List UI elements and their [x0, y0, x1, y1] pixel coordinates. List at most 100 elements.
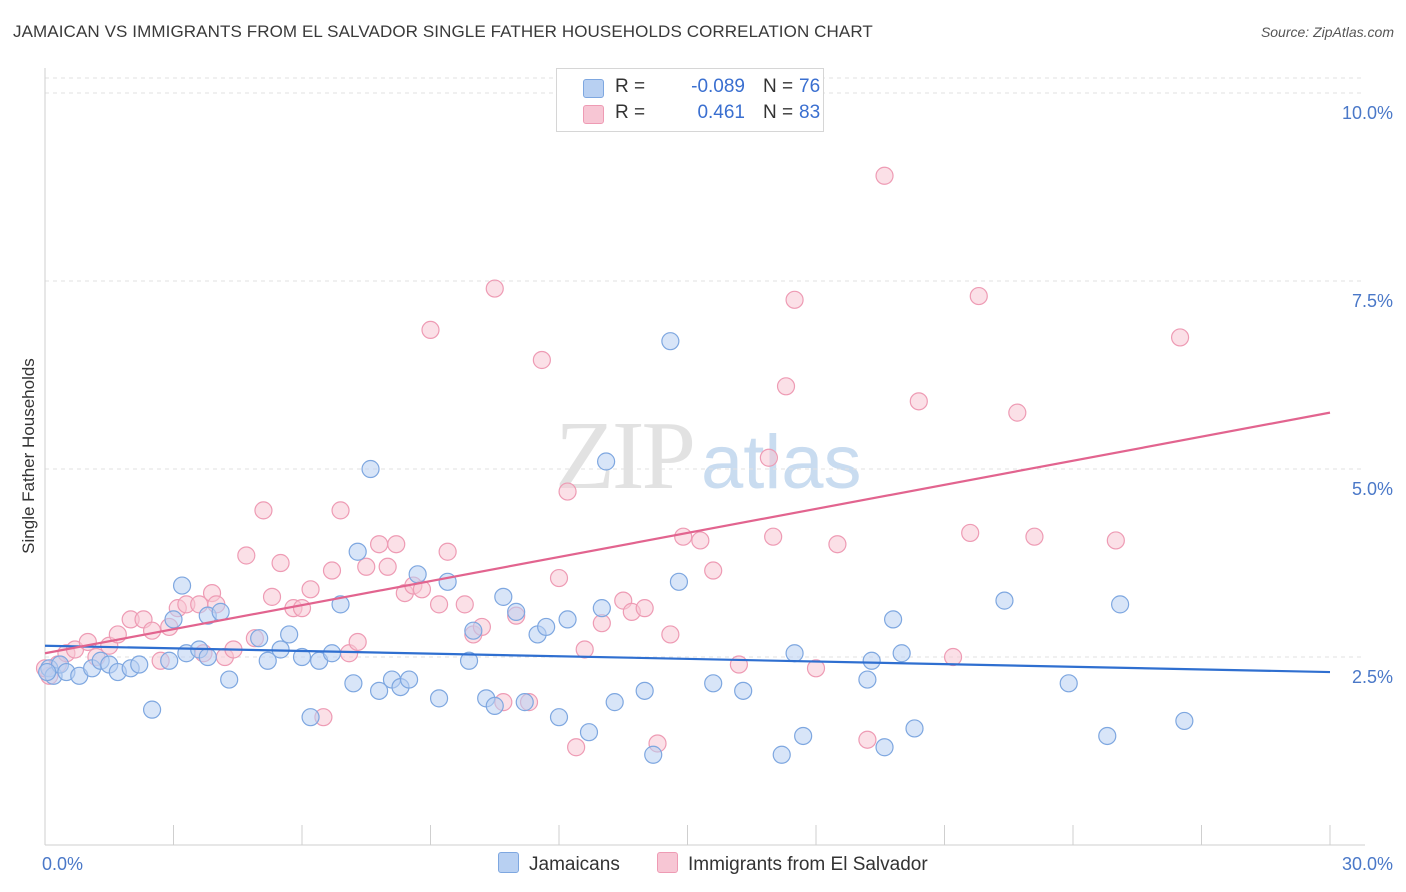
elsalvador-point — [558, 482, 577, 501]
chart-title: JAMAICAN VS IMMIGRANTS FROM EL SALVADOR … — [13, 22, 873, 41]
jamaicans-point — [301, 708, 320, 727]
elsalvador-point — [969, 286, 988, 306]
jamaicans-point — [785, 644, 804, 663]
legend-n-value: 83 — [799, 102, 821, 123]
jamaicans-point — [211, 602, 230, 621]
watermark-atlas: atlas — [701, 420, 862, 505]
jamaicans-point — [597, 452, 616, 471]
elsalvador-point — [370, 535, 389, 554]
jamaicans-point — [1059, 674, 1078, 693]
elsalvador-point — [764, 527, 783, 546]
elsalvador-point — [858, 730, 877, 749]
jamaicans-point — [258, 651, 277, 670]
legend-r-label: R = — [615, 102, 646, 123]
jamaicans-point — [862, 651, 881, 670]
elsalvador-point — [331, 501, 350, 520]
jamaicans-point — [250, 629, 269, 648]
elsalvador-point — [421, 320, 440, 340]
elsalvador-point — [785, 290, 804, 309]
jamaicans-point — [494, 587, 513, 606]
jamaicans-point — [485, 696, 504, 715]
jamaicans-point — [361, 459, 380, 479]
jamaicans-point — [661, 332, 680, 351]
jamaicans-point — [142, 700, 162, 719]
elsalvador-point — [875, 166, 894, 185]
elsalvador-point — [691, 531, 710, 550]
bottom-legend-jamaicans: Jamaicans — [498, 852, 620, 876]
elsalvador-point — [262, 587, 282, 606]
elsalvador-point — [635, 599, 654, 618]
jamaicans-point — [772, 745, 791, 764]
elsalvador-point — [292, 599, 312, 618]
elsalvador-point — [348, 632, 367, 652]
elsalvador-point — [237, 546, 256, 565]
jamaicans-point — [198, 647, 217, 667]
jamaicans-point — [558, 610, 577, 629]
bottom-legend-label-jamaicans: Jamaicans — [529, 854, 620, 875]
jamaicans-point — [905, 719, 924, 738]
bottom-legend-swatch-elsalvador — [657, 852, 678, 873]
elsalvador-point — [455, 595, 474, 614]
legend-n-label: N = — [763, 102, 794, 123]
elsalvador-point — [1106, 531, 1125, 550]
y-axis-label: Single Father Households — [19, 358, 38, 554]
correlation-legend: R = -0.089 N = 76 R = 0.461 N = 83 — [556, 68, 824, 132]
jamaicans-point — [883, 610, 903, 629]
jamaicans-point — [172, 576, 192, 595]
elsalvador-point — [485, 279, 504, 298]
jamaicans-point — [669, 572, 689, 591]
elsalvador-point — [909, 392, 928, 411]
jamaicans-trend-line — [44, 644, 1331, 674]
elsalvador-point — [254, 501, 273, 520]
elsalvador-point — [575, 640, 594, 659]
jamaicans-point — [704, 674, 723, 693]
jamaicans-point — [220, 670, 239, 689]
elsalvador-point — [828, 535, 847, 554]
jamaicans-point — [794, 726, 813, 746]
legend-swatch-elsalvador — [583, 105, 604, 124]
jamaicans-point — [549, 708, 569, 727]
elsalvador-point — [301, 580, 320, 599]
jamaicans-point — [537, 617, 556, 637]
jamaicans-point — [592, 599, 611, 618]
legend-r-value: -0.089 — [691, 76, 745, 97]
y-tick-label: 7.5% — [1352, 291, 1393, 311]
jamaicans-point — [515, 693, 534, 712]
elsalvador-trend-line — [44, 411, 1331, 655]
elsalvador-point — [759, 448, 778, 467]
jamaicans-points — [38, 332, 1194, 764]
elsalvador-point — [674, 527, 693, 546]
jamaicans-point — [292, 647, 312, 667]
jamaicans-point — [875, 738, 894, 757]
elsalvador-point — [532, 350, 551, 370]
elsalvador-point — [1008, 403, 1027, 422]
watermark-zip: ZIP — [555, 402, 696, 510]
elsalvador-point — [322, 561, 342, 580]
y-tick-label: 5.0% — [1352, 479, 1393, 499]
elsalvador-point — [704, 561, 723, 580]
jamaicans-point — [734, 681, 753, 700]
x-tick-label: 0.0% — [42, 854, 83, 874]
elsalvador-point — [271, 553, 290, 573]
jamaicans-point — [1098, 726, 1117, 746]
bottom-legend-elsalvador: Immigrants from El Salvador — [657, 852, 928, 876]
legend-r-label: R = — [615, 76, 646, 97]
y-tick-label: 10.0% — [1342, 103, 1393, 123]
jamaicans-point — [507, 602, 526, 621]
jamaicans-point — [644, 745, 663, 764]
elsalvador-point — [1025, 527, 1044, 546]
jamaicans-point — [408, 565, 427, 584]
legend-r-value: 0.461 — [697, 102, 745, 123]
elsalvador-point — [142, 621, 162, 640]
elsalvador-point — [549, 568, 569, 588]
jamaicans-point — [160, 651, 179, 670]
legend-n-value: 76 — [799, 76, 821, 97]
jamaicans-point — [370, 681, 389, 700]
jamaicans-point — [38, 662, 57, 682]
jamaicans-point — [399, 670, 419, 689]
elsalvador-point — [776, 377, 796, 396]
elsalvador-point — [378, 557, 397, 576]
tick-labels: 2.5% 5.0% 7.5% 10.0% 0.0% 30.0% — [42, 103, 1393, 874]
y-tick-label: 2.5% — [1352, 667, 1393, 687]
